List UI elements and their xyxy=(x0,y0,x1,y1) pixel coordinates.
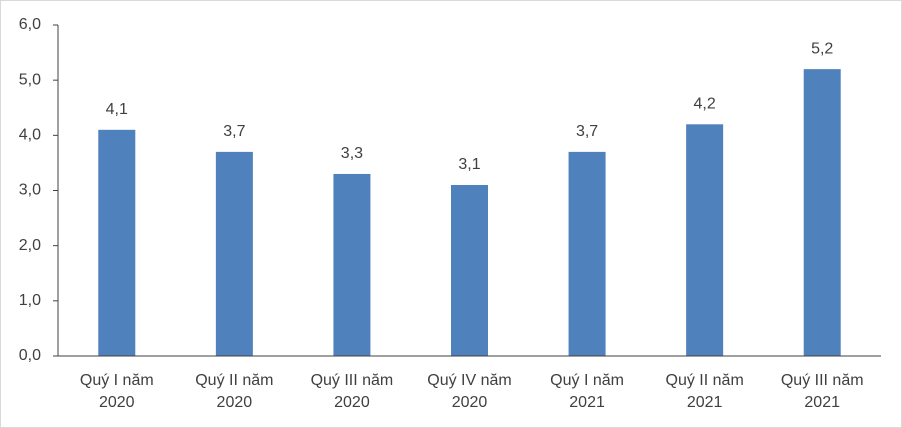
value-label: 5,2 xyxy=(811,40,833,57)
x-tick-label: Quý II năm 2020 xyxy=(195,372,274,411)
y-tick-label: 2,0 xyxy=(19,237,41,254)
value-label: 4,1 xyxy=(106,101,128,118)
x-tick-label: Quý I năm 2020 xyxy=(79,372,154,411)
bar xyxy=(333,173,371,356)
y-tick-label: 4,0 xyxy=(19,127,41,144)
value-label: 3,7 xyxy=(223,123,245,140)
y-tick-label: 0,0 xyxy=(19,347,41,364)
value-label: 3,7 xyxy=(576,123,598,140)
y-tick-label: 1,0 xyxy=(19,292,41,309)
bar xyxy=(568,151,606,356)
x-tick-label: Quý II năm 2021 xyxy=(665,372,744,411)
x-tick-label: Quý III năm 2021 xyxy=(780,372,864,411)
y-tick-label: 6,0 xyxy=(19,16,41,33)
y-tick-label: 3,0 xyxy=(19,182,41,199)
bar xyxy=(98,129,136,356)
value-label: 3,3 xyxy=(341,145,363,162)
x-tick-label: Quý IV năm 2020 xyxy=(427,372,512,411)
value-label: 3,1 xyxy=(458,156,480,173)
y-tick-label: 5,0 xyxy=(19,71,41,88)
value-label: 4,2 xyxy=(694,96,716,113)
bar xyxy=(686,124,724,356)
bar xyxy=(215,151,253,356)
x-tick-label: Quý III năm 2020 xyxy=(310,372,394,411)
bar xyxy=(451,184,488,356)
x-tick-label: Quý I năm 2021 xyxy=(550,372,624,411)
bar xyxy=(803,69,841,356)
